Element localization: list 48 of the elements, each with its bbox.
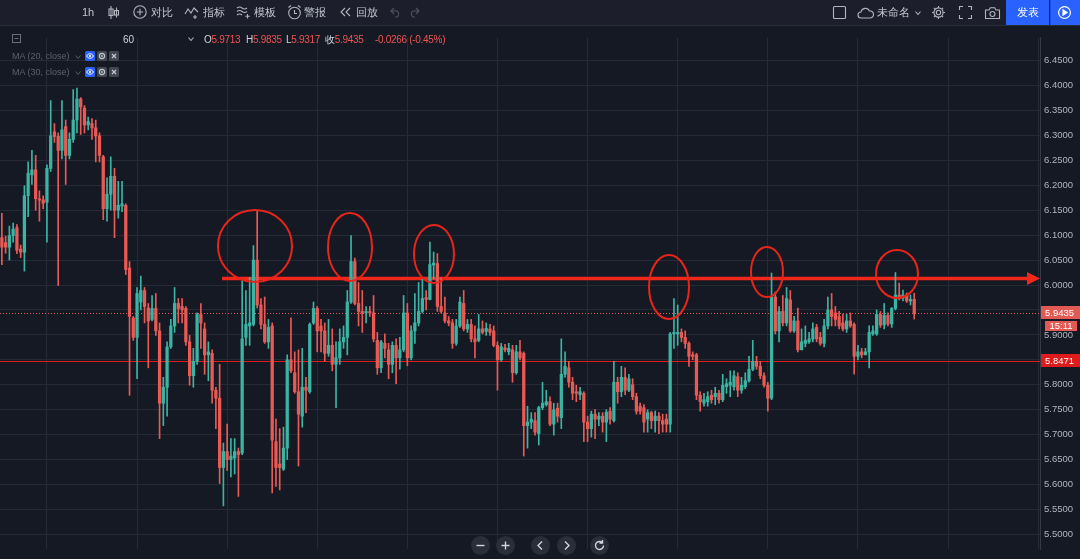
y-tick-label: 5.6500 [1044, 453, 1074, 465]
candlestick [116, 180, 120, 219]
candlestick [593, 409, 597, 439]
y-tick-label: 5.7500 [1044, 403, 1074, 415]
annotation: MA (30, close) [12, 67, 70, 78]
candlestick [56, 132, 60, 286]
candlestick [424, 290, 428, 311]
candlestick [225, 423, 229, 471]
y-tick-label: 6.3000 [1044, 129, 1074, 141]
annotation: 收5.9435 [325, 33, 364, 46]
annotation: MA (20, close) [12, 51, 70, 62]
y-tick-label: 6.0000 [1044, 278, 1074, 290]
text: 发表 [1006, 0, 1049, 25]
text: 对比 [151, 6, 173, 19]
text: 指标 [203, 6, 225, 19]
candlestick [574, 384, 578, 403]
annotation: O5.9713 [204, 33, 241, 46]
y-tick-label: 5.8000 [1044, 378, 1074, 390]
text: 回放 [356, 6, 378, 19]
annotation: H5.9835 [246, 33, 282, 46]
text: 警报 [304, 6, 326, 19]
y-tick-label: 6.2500 [1044, 153, 1074, 165]
y-tick-label: 5.6000 [1044, 478, 1074, 490]
ref-line-label: 5.9435 [1045, 306, 1075, 318]
candlestick [304, 376, 308, 413]
candlestick [657, 412, 661, 434]
y-tick-label: 5.7000 [1044, 428, 1074, 440]
y-tick-label: 6.4000 [1044, 79, 1074, 91]
y-tick-label: 6.0500 [1044, 253, 1074, 265]
annotation: -0.0266 (-0.45%) [375, 33, 446, 46]
annotation: 60 [123, 33, 135, 46]
y-tick-label: 6.1000 [1044, 228, 1074, 240]
candlestick [229, 438, 233, 478]
y-tick-label: 5.5000 [1044, 527, 1074, 539]
text: 1h [82, 6, 95, 19]
y-tick-label: 6.2000 [1044, 178, 1074, 190]
ref-line-label: 5.8471 [1045, 354, 1075, 366]
y-tick-label: 6.1500 [1044, 203, 1074, 215]
candlestick [728, 370, 732, 398]
candlestick [364, 306, 368, 324]
candlestick [0, 212, 4, 265]
y-tick-label: 6.4500 [1044, 54, 1074, 66]
annotation: L5.9317 [286, 33, 321, 46]
y-tick-label: 6.3500 [1044, 104, 1074, 116]
text: 未命名 [877, 6, 910, 19]
candlestick [544, 389, 548, 407]
y-tick-label: 5.5500 [1044, 503, 1074, 515]
text: 模板 [254, 6, 276, 19]
